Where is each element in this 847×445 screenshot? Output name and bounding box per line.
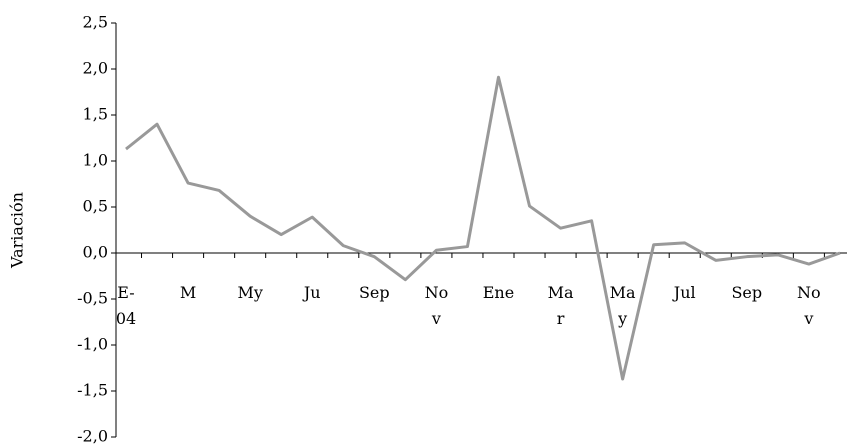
x-tick-label: Nov [797,283,821,328]
x-tick-label: Ju [303,283,321,302]
y-tick-label: 0,5 [83,197,108,216]
x-tick-label: May [609,283,636,328]
y-tick-label: 1,0 [83,151,108,170]
x-tick-label: Ene [482,283,515,302]
x-tick-label: Mar [547,283,574,328]
y-tick-label: -2,0 [77,427,108,445]
y-tick-label: -1,0 [77,335,108,354]
y-tick-label: 2,5 [83,13,108,32]
y-tick-label: -1,5 [77,381,108,400]
x-tick-label: E-04 [115,283,137,328]
x-tick-label: Sep [358,283,390,302]
y-tick-label: -0,5 [77,289,108,308]
y-tick-label: 0,0 [83,243,108,262]
y-tick-label: 2,0 [83,59,108,78]
x-tick-label: Nov [424,283,449,328]
x-tick-label: Sep [731,283,763,302]
y-tick-label: 1,5 [83,105,108,124]
data-line [125,75,841,381]
x-tick-label: My [237,283,263,302]
x-tick-label: Jul [673,283,696,302]
x-tick-label: M [179,283,197,302]
y-axis-label: Variación [8,192,27,269]
